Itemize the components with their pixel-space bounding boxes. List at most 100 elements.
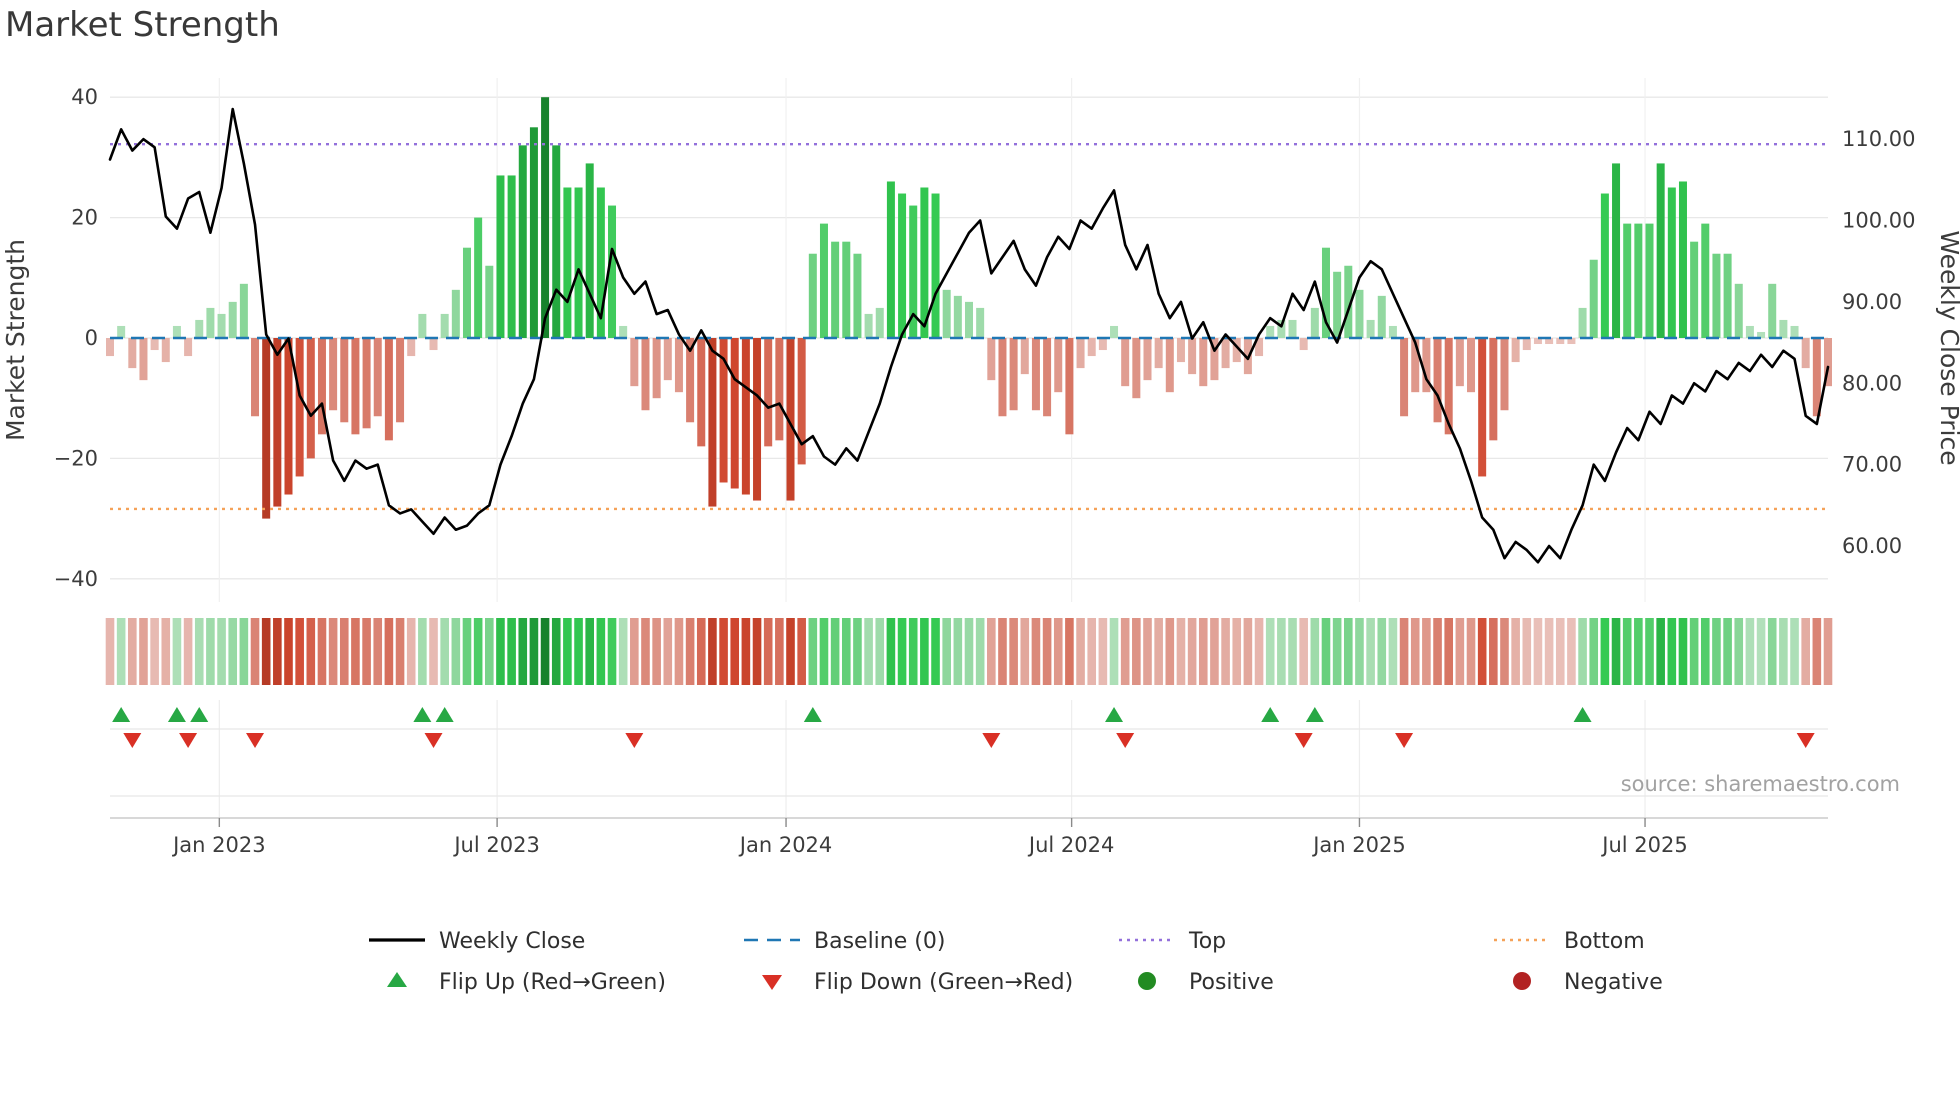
strength-bar	[1667, 187, 1676, 338]
strength-bar	[920, 187, 929, 338]
legend-label: Bottom	[1564, 929, 1645, 954]
strength-bar	[1344, 265, 1353, 338]
strength-bar	[1031, 338, 1040, 411]
heatmap-cell	[1265, 618, 1275, 685]
heatmap-cell	[1332, 618, 1342, 685]
heatmap-cell	[1076, 618, 1085, 685]
strength-bar	[942, 289, 951, 338]
flip-up-marker	[112, 707, 131, 722]
legend-item-top: Top	[1119, 929, 1226, 954]
legend-label: Flip Down (Green→Red)	[814, 970, 1073, 995]
heatmap-cell	[618, 618, 628, 685]
strength-bar	[1232, 338, 1241, 363]
strength-bar	[1132, 338, 1141, 399]
heatmap-cell	[239, 618, 249, 685]
strength-bar	[674, 338, 683, 393]
strength-bar	[1321, 247, 1330, 338]
heatmap-cell	[1600, 618, 1610, 685]
heatmap-cell	[250, 618, 260, 685]
heatmap-cell	[1065, 618, 1074, 685]
strength-bar	[1277, 319, 1286, 338]
strength-bar	[819, 223, 828, 338]
heatmap-cell	[484, 618, 494, 685]
flip-up-icon	[387, 972, 407, 987]
strength-bar	[585, 163, 594, 338]
strength-bar	[1098, 338, 1107, 351]
x-tick-label: Jul 2023	[452, 833, 539, 857]
strength-bar	[1478, 338, 1487, 477]
flip-up-marker	[1573, 707, 1592, 722]
flip-up-marker	[803, 707, 822, 722]
heatmap-cell	[1767, 618, 1777, 685]
strength-bar	[619, 325, 628, 338]
strength-bar	[1065, 338, 1074, 435]
strength-bar	[1333, 271, 1342, 338]
heatmap-cell	[1634, 618, 1643, 685]
heatmap-cell	[1087, 618, 1097, 685]
heatmap-cell	[172, 618, 182, 685]
heatmap-cell	[1700, 618, 1710, 685]
strength-bar	[708, 338, 717, 507]
strength-bar	[228, 301, 237, 338]
heatmap-cell	[551, 618, 561, 685]
heatmap-cell	[741, 618, 751, 685]
strength-bar	[663, 338, 672, 381]
strength-bar	[552, 145, 561, 338]
heatmap-cell	[652, 618, 661, 685]
strength-bar	[987, 338, 996, 381]
strength-bar	[1366, 319, 1375, 338]
strength-bar	[262, 338, 271, 519]
heatmap-cell	[406, 618, 416, 685]
heatmap-cell	[429, 618, 438, 685]
heatmap-cell	[328, 618, 338, 685]
strength-bar	[1489, 338, 1498, 441]
strength-bar	[541, 97, 550, 338]
legend-item-weekly-close: Weekly Close	[369, 929, 585, 954]
heatmap-cell	[150, 618, 159, 685]
heatmap-cell	[942, 618, 951, 685]
heatmap-cell	[1801, 618, 1810, 685]
strength-bar	[1522, 338, 1531, 351]
strength-bar	[117, 325, 126, 338]
heatmap-cell	[841, 618, 851, 685]
heatmap-cell	[507, 618, 516, 685]
heatmap-cell	[1622, 618, 1632, 685]
heatmap-cell	[1812, 618, 1822, 685]
heatmap-cell	[295, 618, 304, 685]
chart-title: Market Strength	[5, 5, 280, 45]
right-tick-label: 70.00	[1842, 453, 1902, 477]
strength-bar	[797, 338, 806, 465]
flip-up-marker	[190, 707, 209, 722]
strength-bar	[1656, 163, 1665, 338]
strength-bar	[1355, 289, 1364, 338]
legend-label: Top	[1188, 929, 1226, 954]
strength-bar	[1645, 223, 1654, 338]
strength-bar	[1188, 338, 1197, 375]
strength-bar	[998, 338, 1007, 417]
strength-heatmap-strip	[105, 618, 1833, 685]
heatmap-cell	[161, 618, 171, 685]
heatmap-cell	[875, 618, 885, 685]
strength-bar	[563, 187, 572, 338]
heatmap-cell	[1578, 618, 1587, 685]
heatmap-cell	[518, 618, 528, 685]
heatmap-cell	[339, 618, 349, 685]
strength-bar	[440, 313, 449, 338]
strength-bar	[1712, 253, 1721, 338]
source-text: source: sharemaestro.com	[1621, 772, 1900, 796]
strength-bar	[1210, 338, 1219, 381]
strength-bar	[652, 338, 661, 399]
flip-up-marker	[1105, 707, 1124, 722]
heatmap-cell	[1410, 618, 1420, 685]
right-axis-label: Weekly Close Price	[1935, 230, 1960, 465]
negative-icon	[1513, 972, 1531, 990]
heatmap-cell	[1299, 618, 1308, 685]
heatmap-cell	[1042, 618, 1052, 685]
strength-bar	[273, 338, 282, 507]
heatmap-cell	[763, 618, 773, 685]
strength-bar	[217, 313, 226, 338]
strength-bar	[574, 187, 583, 338]
strength-bar	[931, 193, 940, 338]
heatmap-cell	[1377, 618, 1387, 685]
